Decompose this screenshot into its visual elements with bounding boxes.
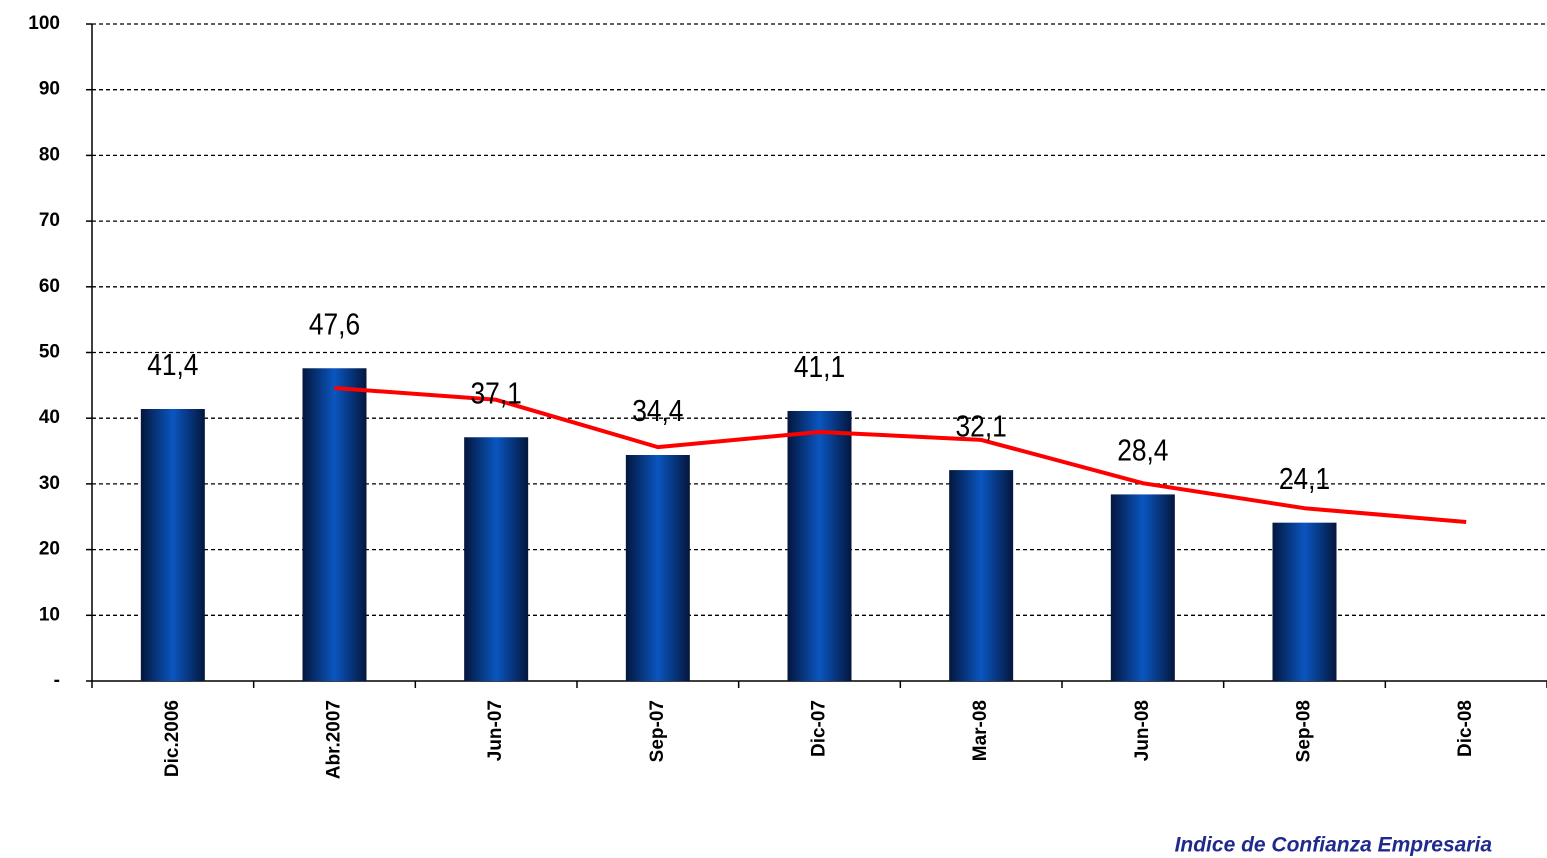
- x-tick-label: Dic.2006: [162, 700, 183, 777]
- y-tick-label: 40: [39, 407, 60, 428]
- y-tick-label: 30: [39, 473, 60, 494]
- y-tick-label: 20: [39, 539, 60, 560]
- bar: [949, 470, 1014, 681]
- x-tick-label: Jun-08: [1132, 700, 1153, 761]
- y-tick-label: 60: [39, 276, 60, 297]
- x-tick-label: Dic-07: [809, 700, 830, 757]
- bar: [302, 368, 367, 681]
- bar: [1110, 494, 1175, 681]
- x-tick-label: Jun-07: [485, 700, 506, 761]
- y-tick-label: 50: [39, 342, 60, 363]
- data-label: 41,1: [794, 350, 845, 384]
- bar: [464, 437, 529, 681]
- y-tick-label: 70: [39, 210, 60, 231]
- data-label: 32,1: [956, 409, 1007, 443]
- x-tick-label: Dic-08: [1455, 700, 1476, 757]
- y-tick-label: 80: [39, 144, 60, 165]
- source-note: Indice de Confianza Empresaria: [1175, 834, 1493, 857]
- trend-line: [334, 385, 1467, 524]
- bar: [625, 454, 690, 681]
- x-tick-label: Mar-08: [970, 700, 991, 761]
- data-label: 28,4: [1117, 434, 1168, 468]
- data-label: 37,1: [471, 376, 522, 410]
- data-label: 24,1: [1279, 462, 1330, 496]
- data-label: 41,4: [147, 348, 198, 382]
- x-tick-label: Sep-07: [647, 700, 668, 762]
- x-tick-label: Sep-08: [1294, 700, 1315, 762]
- y-tick-label: 90: [39, 79, 60, 100]
- y-tick-label: -: [54, 670, 60, 691]
- data-label: 47,6: [309, 308, 360, 342]
- bar: [787, 410, 852, 681]
- bar: [140, 409, 205, 681]
- y-tick-label: 10: [39, 604, 60, 625]
- y-tick-label: 100: [28, 13, 60, 34]
- data-label: 34,4: [632, 394, 683, 428]
- bar: [1272, 522, 1337, 681]
- x-tick-label: Abr.2007: [324, 700, 345, 779]
